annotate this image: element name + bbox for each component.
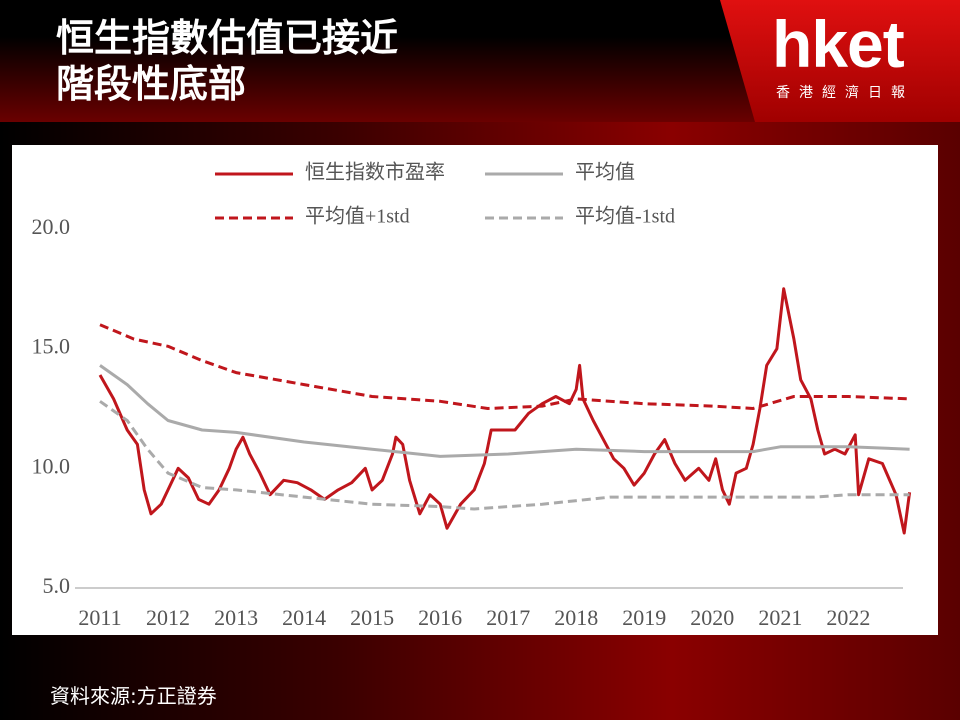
chart: 5.0 10.0 15.0 20.0 2011 2012 2013 2014 2015 2016 2… <box>12 145 938 635</box>
x-tick-label: 2016 <box>418 605 462 630</box>
x-tick-label: 2014 <box>282 605 326 630</box>
source: 資料來源:方正證券 <box>50 684 217 708</box>
x-tick-label: 2022 <box>826 605 870 630</box>
x-tick-label: 2015 <box>350 605 394 630</box>
series-line <box>99 323 910 410</box>
x-tick-label: 2017 <box>486 605 530 630</box>
logo: hket <box>772 7 905 81</box>
x-tick-label: 2019 <box>622 605 666 630</box>
x-tick-label: 2013 <box>214 605 258 630</box>
series-line <box>98 287 912 535</box>
y-tick-label: 5.0 <box>43 573 71 598</box>
legend-label: 平均值 <box>575 161 635 184</box>
y-tick-label: 20.0 <box>32 214 71 239</box>
legend-label: 平均值+1std <box>305 205 410 228</box>
legend-label: 恒生指数市盈率 <box>305 161 445 184</box>
x-tick-label: 2012 <box>146 605 190 630</box>
legend-label: 平均值-1std <box>575 205 675 228</box>
logo-panel <box>720 0 960 122</box>
x-tick-label: 2021 <box>758 605 802 630</box>
x-tick-label: 2011 <box>78 605 121 630</box>
title-line: 恒生指數估值已接近 <box>56 16 399 60</box>
series-line <box>99 400 910 511</box>
title-line: 階段性底部 <box>56 62 247 106</box>
y-tick-label: 10.0 <box>32 453 71 478</box>
y-tick-label: 15.0 <box>32 334 71 359</box>
x-tick-label: 2018 <box>554 605 598 630</box>
series-line <box>99 364 910 458</box>
x-tick-label: 2020 <box>690 605 734 630</box>
logo-subtitle: 香港經濟日報 <box>776 85 914 101</box>
